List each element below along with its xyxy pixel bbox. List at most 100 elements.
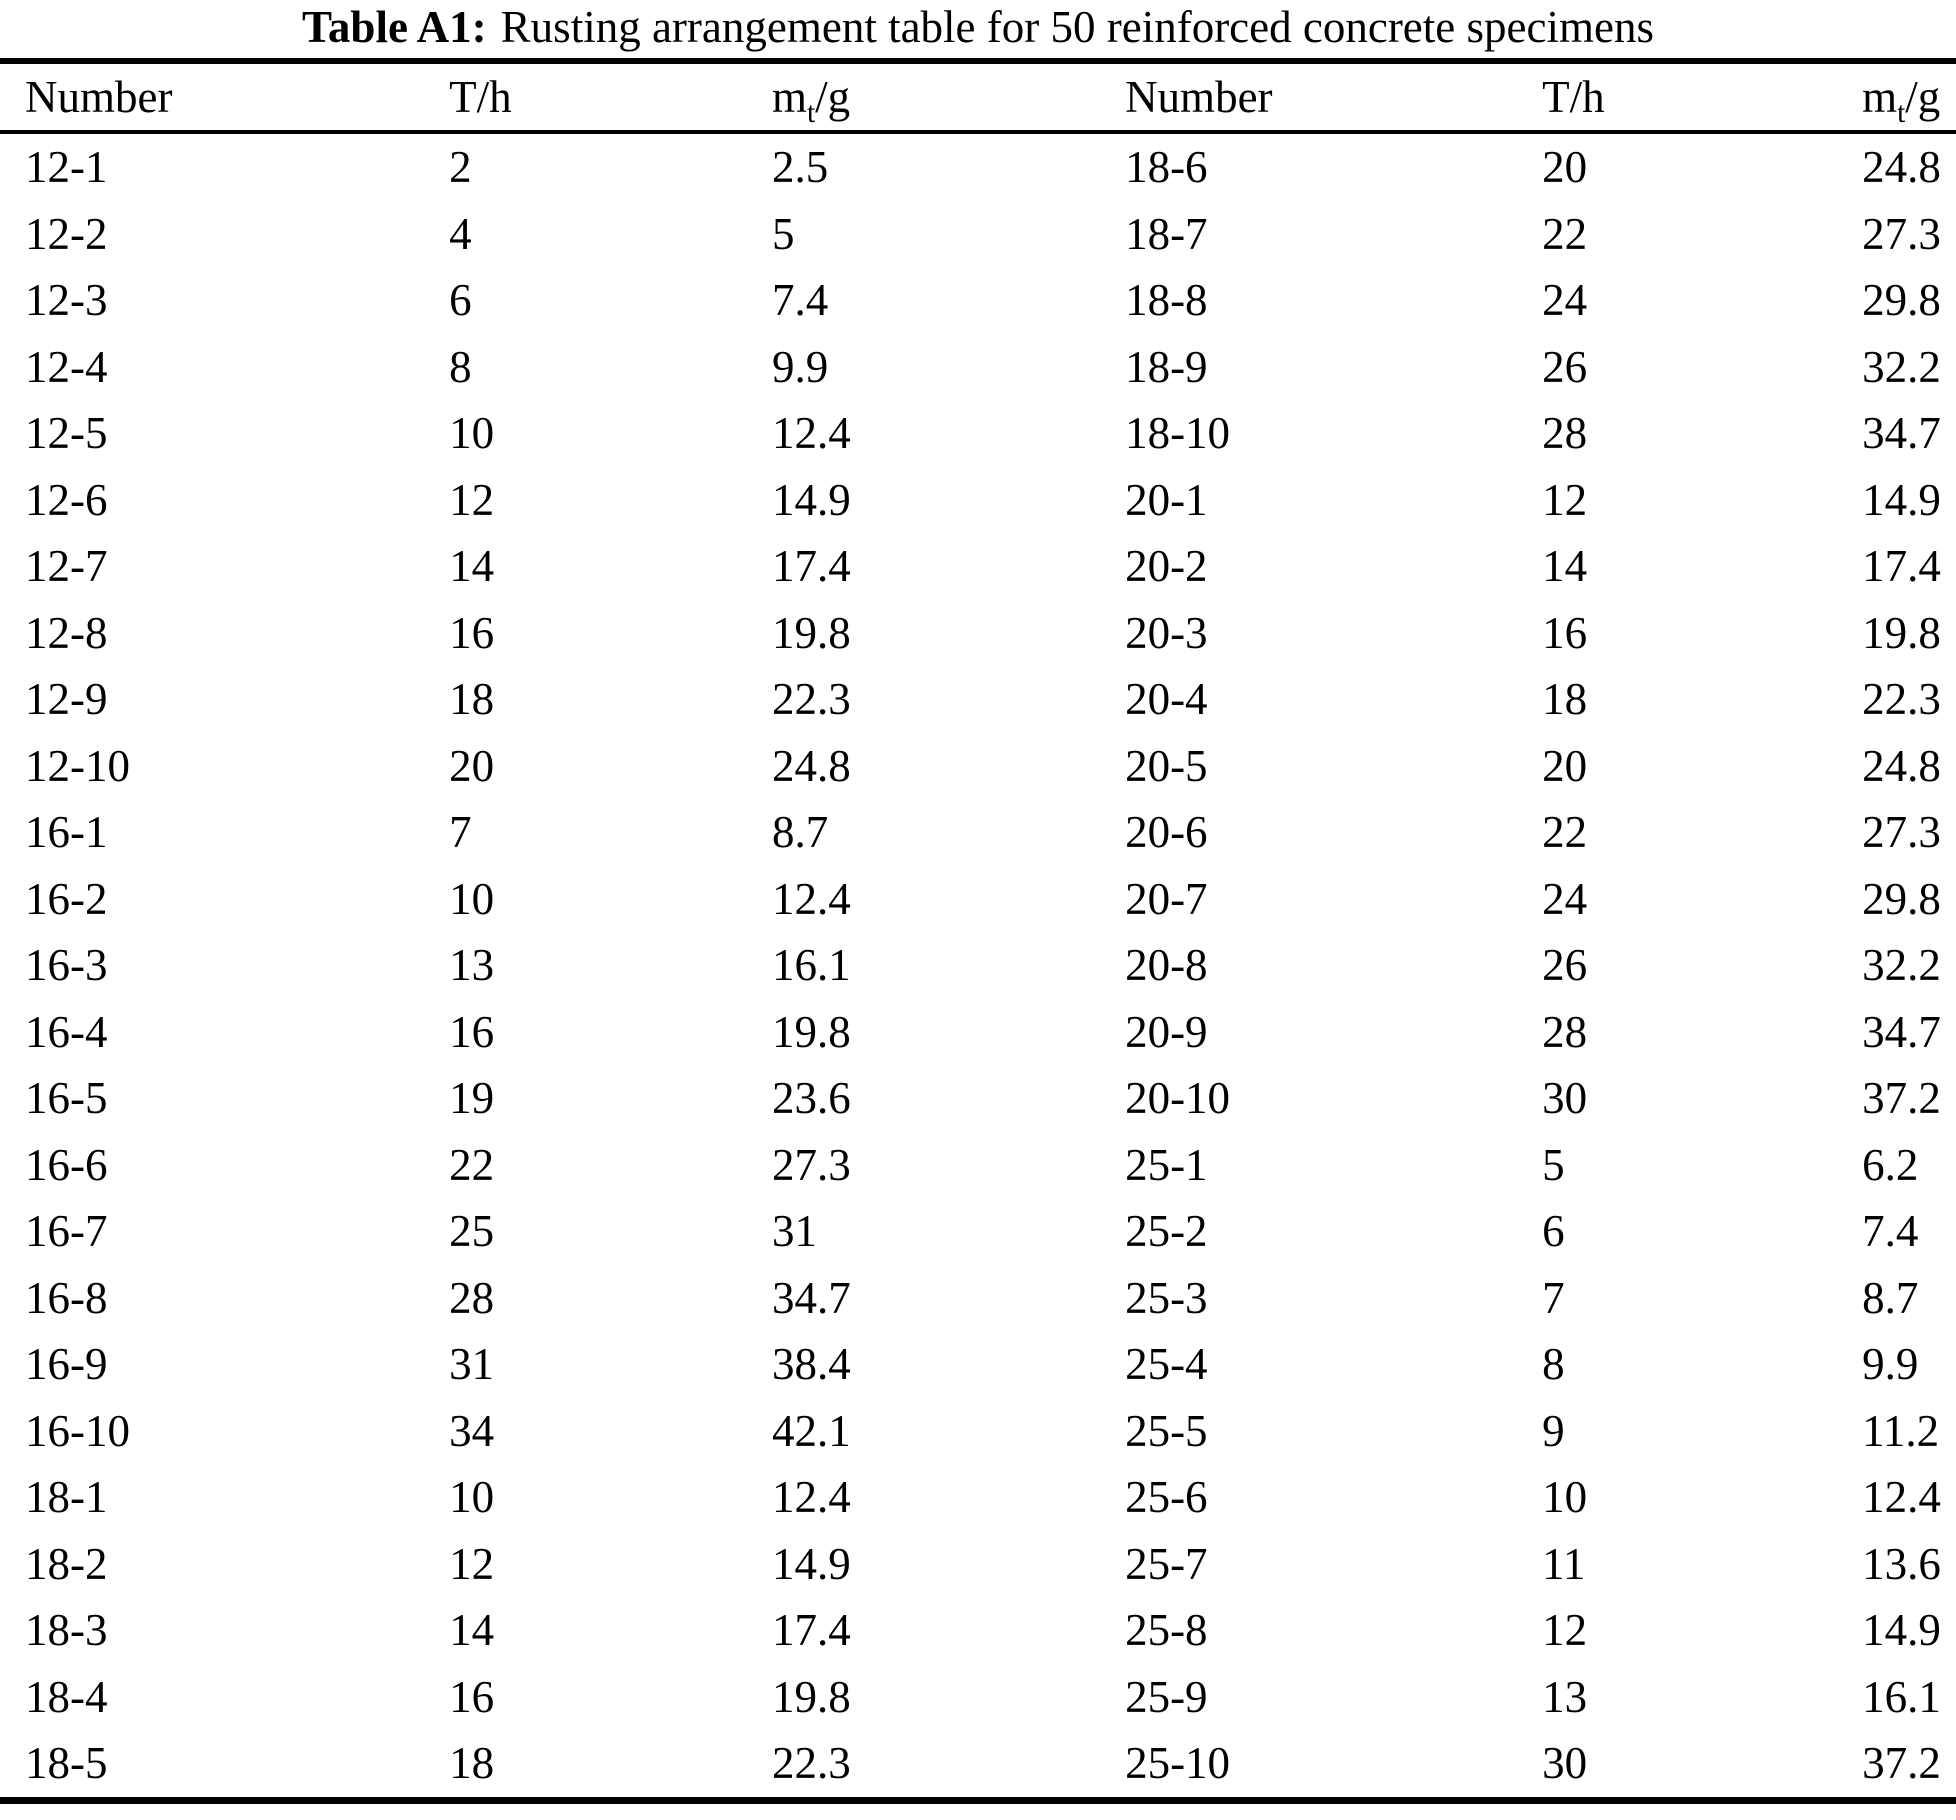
table-cell: 34 xyxy=(449,1405,495,1456)
table-cell: 20-8 xyxy=(1125,940,1208,991)
table-cell: 18-8 xyxy=(1125,275,1208,326)
table-cell: 14.9 xyxy=(772,474,851,525)
table-cell: 8 xyxy=(1542,1339,1565,1390)
table-cell: 20-3 xyxy=(1125,607,1208,658)
table-cell: 7.4 xyxy=(772,275,829,326)
table-cell: 17.4 xyxy=(1862,541,1941,592)
table-row: 12-1 2 2.5 18-6 20 24.8 xyxy=(0,132,1956,201)
table-cell: 16.1 xyxy=(772,940,851,991)
table-cell: 20-9 xyxy=(1125,1006,1208,1057)
table-cell: 23.6 xyxy=(772,1073,851,1124)
table-cell: 16-6 xyxy=(25,1139,108,1190)
table-row: 16-2 10 12.4 20-7 24 29.8 xyxy=(0,866,1956,933)
table-cell: 25-4 xyxy=(1125,1339,1208,1390)
table-cell: 6 xyxy=(1542,1206,1565,1257)
table-cell: 10 xyxy=(449,408,495,459)
table-row: 18-5 18 22.3 25-10 30 37.2 xyxy=(0,1730,1956,1800)
header-number-right: Number xyxy=(1125,61,1543,134)
rusting-arrangement-table: Number T/h mt/g Number T/h mt/g 12-1 2 2.5… xyxy=(0,58,1956,1804)
table-cell: 12.4 xyxy=(772,873,851,924)
table-cell: 14 xyxy=(1542,541,1588,592)
table-cell: 12 xyxy=(449,474,495,525)
table-cell: 20-2 xyxy=(1125,541,1208,592)
table-cell: 18-7 xyxy=(1125,208,1208,259)
table-cell: 20 xyxy=(1542,740,1588,791)
header-mass-right-suffix: /g xyxy=(1905,72,1941,122)
table-row: 16-1 7 8.7 20-6 22 27.3 xyxy=(0,799,1956,866)
table-cell: 25-6 xyxy=(1125,1472,1208,1523)
table-cell: 12-2 xyxy=(25,208,108,259)
table-cell: 34.7 xyxy=(1862,408,1941,459)
table-cell: 18-6 xyxy=(1125,142,1208,193)
table-cell: 8 xyxy=(449,341,472,392)
table-cell: 18 xyxy=(449,674,495,725)
table-cell: 13.6 xyxy=(1862,1538,1941,1589)
table-cell: 12-3 xyxy=(25,275,108,326)
table-cell: 25-2 xyxy=(1125,1206,1208,1257)
table-cell: 12 xyxy=(1542,1605,1588,1656)
table-cell: 18-9 xyxy=(1125,341,1208,392)
table-cell: 25-3 xyxy=(1125,1272,1208,1323)
table-cell: 12-5 xyxy=(25,408,108,459)
table-cell: 16-10 xyxy=(25,1405,130,1456)
table-cell: 18-10 xyxy=(1125,408,1231,459)
table-caption-label: Table A1: xyxy=(302,2,487,52)
table-row: 18-3 14 17.4 25-8 12 14.9 xyxy=(0,1597,1956,1664)
table-cell: 5 xyxy=(772,208,795,259)
table-cell: 12.4 xyxy=(772,408,851,459)
table-row: 16-10 34 42.1 25-5 9 11.2 xyxy=(0,1398,1956,1465)
table-cell: 20-5 xyxy=(1125,740,1208,791)
table-row: 12-6 12 14.9 20-1 12 14.9 xyxy=(0,467,1956,534)
table-caption-text: Rusting arrangement table for 50 reinfor… xyxy=(500,2,1654,52)
table-cell: 11.2 xyxy=(1862,1405,1940,1456)
table-cell: 14 xyxy=(449,1605,495,1656)
table-cell: 28 xyxy=(1542,408,1588,459)
table-cell: 32.2 xyxy=(1862,940,1941,991)
table-row: 16-8 28 34.7 25-3 7 8.7 xyxy=(0,1265,1956,1332)
table-cell: 6 xyxy=(449,275,472,326)
table-cell: 12-6 xyxy=(25,474,108,525)
table-cell: 16 xyxy=(449,1671,495,1722)
table-cell: 13 xyxy=(1542,1671,1588,1722)
table-cell: 20 xyxy=(1542,142,1588,193)
table-cell: 16-8 xyxy=(25,1272,108,1323)
table-cell: 18 xyxy=(1542,674,1588,725)
table-cell: 27.3 xyxy=(1862,807,1941,858)
header-mass-left-sub: t xyxy=(807,97,816,129)
table-row: 12-4 8 9.9 18-9 26 32.2 xyxy=(0,334,1956,401)
table-cell: 29.8 xyxy=(1862,275,1941,326)
table-cell: 38.4 xyxy=(772,1339,851,1390)
table-row: 18-2 12 14.9 25-7 11 13.6 xyxy=(0,1531,1956,1598)
table-cell: 19 xyxy=(449,1073,495,1124)
table-cell: 19.8 xyxy=(772,1006,851,1057)
table-cell: 29.8 xyxy=(1862,873,1941,924)
table-cell: 26 xyxy=(1542,940,1588,991)
header-mass-right: mt/g xyxy=(1862,61,1956,134)
table-cell: 16 xyxy=(449,607,495,658)
table-cell: 12-1 xyxy=(25,142,108,193)
table-cell: 13 xyxy=(449,940,495,991)
table-cell: 10 xyxy=(1542,1472,1588,1523)
table-cell: 20-6 xyxy=(1125,807,1208,858)
table-cell: 2 xyxy=(449,142,472,193)
header-mass-left: mt/g xyxy=(772,61,1126,134)
table-cell: 17.4 xyxy=(772,541,851,592)
table-cell: 25-5 xyxy=(1125,1405,1208,1456)
table-cell: 7.4 xyxy=(1862,1206,1919,1257)
table-cell: 25-10 xyxy=(1125,1738,1231,1789)
table-cell: 19.8 xyxy=(772,1671,851,1722)
table-cell: 12 xyxy=(1542,474,1588,525)
table-cell: 27.3 xyxy=(1862,208,1941,259)
table-cell: 18-5 xyxy=(25,1738,108,1789)
table-cell: 18-4 xyxy=(25,1671,108,1722)
table-cell: 42.1 xyxy=(772,1405,851,1456)
table-cell: 16-2 xyxy=(25,873,108,924)
table-cell: 18 xyxy=(449,1738,495,1789)
table-cell: 9.9 xyxy=(1862,1339,1919,1390)
table-cell: 34.7 xyxy=(1862,1006,1941,1057)
table-cell: 20 xyxy=(449,740,495,791)
table-cell: 16 xyxy=(1542,607,1588,658)
table-cell: 24.8 xyxy=(1862,740,1941,791)
table-cell: 30 xyxy=(1542,1738,1588,1789)
table-cell: 25-9 xyxy=(1125,1671,1208,1722)
